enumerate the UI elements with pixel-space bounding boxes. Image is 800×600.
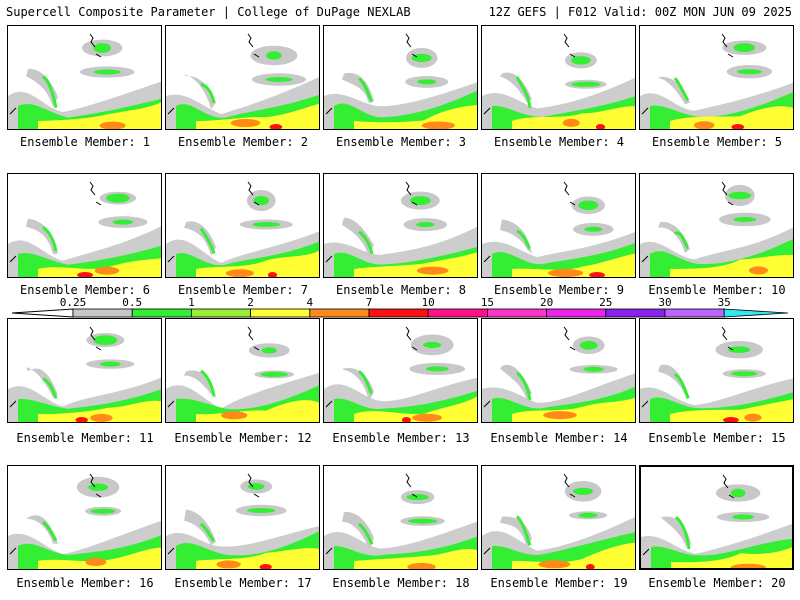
scp-field-map: [8, 181, 161, 277]
ensemble-member-label-15: Ensemble Member: 15: [648, 431, 786, 445]
colorbar-swatch-9: [546, 308, 607, 318]
ensemble-member-label-14: Ensemble Member: 14: [490, 431, 628, 445]
ensemble-member-panel-14[interactable]: [481, 318, 636, 423]
colorbar-swatch-12: [723, 308, 789, 318]
ensemble-member-panel-7[interactable]: [165, 173, 320, 278]
ensemble-member-label-13: Ensemble Member: 13: [332, 431, 470, 445]
ensemble-member-label-2: Ensemble Member: 2: [177, 135, 309, 149]
scp-field-map: [166, 326, 319, 422]
ensemble-member-label-1: Ensemble Member: 1: [19, 135, 151, 149]
colorbar-swatch-7: [427, 308, 488, 318]
ensemble-member-panel-5[interactable]: [639, 25, 794, 130]
map-title: Supercell Composite Parameter | College …: [6, 5, 411, 19]
ensemble-member-panel-20[interactable]: [639, 465, 794, 570]
scp-field-map: [640, 33, 793, 129]
ensemble-member-panel-1[interactable]: [7, 25, 162, 130]
ensemble-member-panel-18[interactable]: [323, 465, 478, 570]
ensemble-member-label-4: Ensemble Member: 4: [493, 135, 625, 149]
ensemble-member-panel-11[interactable]: [7, 318, 162, 423]
scp-field-map: [641, 474, 792, 568]
model-run-info: 12Z GEFS | F012 Valid: 00Z MON JUN 09 20…: [488, 5, 792, 19]
ensemble-member-panel-19[interactable]: [481, 465, 636, 570]
ensemble-member-panel-12[interactable]: [165, 318, 320, 423]
ensemble-member-panel-16[interactable]: [7, 465, 162, 570]
ensemble-member-panel-8[interactable]: [323, 173, 478, 278]
scp-field-map: [482, 181, 635, 277]
colorbar-tick-label: 35: [718, 296, 731, 309]
scp-field-map: [8, 473, 161, 569]
ensemble-member-label-5: Ensemble Member: 5: [651, 135, 783, 149]
scp-field-map: [482, 473, 635, 569]
scp-field-map: [166, 181, 319, 277]
ensemble-member-label-10: Ensemble Member: 10: [648, 283, 786, 297]
colorbar-swatch-8: [486, 308, 547, 318]
colorbar-tick-label: 0.25: [60, 296, 87, 309]
ensemble-member-label-8: Ensemble Member: 8: [335, 283, 467, 297]
scp-field-map: [8, 33, 161, 129]
colorbar-swatch-10: [605, 308, 666, 318]
ensemble-member-label-17: Ensemble Member: 17: [174, 576, 312, 590]
colorbar-tick-label: 0.5: [122, 296, 142, 309]
ensemble-member-label-19: Ensemble Member: 19: [490, 576, 628, 590]
scp-field-map: [324, 33, 477, 129]
ensemble-member-panel-17[interactable]: [165, 465, 320, 570]
ensemble-member-label-12: Ensemble Member: 12: [174, 431, 312, 445]
colorbar-tick-label: 20: [540, 296, 553, 309]
scp-field-map: [166, 33, 319, 129]
colorbar-tick-label: 25: [599, 296, 612, 309]
colorbar-tick-label: 10: [422, 296, 435, 309]
scp-field-map: [324, 181, 477, 277]
ensemble-member-panel-2[interactable]: [165, 25, 320, 130]
ensemble-member-panel-9[interactable]: [481, 173, 636, 278]
colorbar-swatch-6: [368, 308, 429, 318]
colorbar-swatch-5: [309, 308, 370, 318]
colorbar-tick-label: 1: [188, 296, 195, 309]
ensemble-member-panel-3[interactable]: [323, 25, 478, 130]
colorbar-low-arrow: [11, 308, 74, 318]
scp-field-map: [640, 181, 793, 277]
scp-field-map: [166, 473, 319, 569]
colorbar-tick-label: 7: [366, 296, 373, 309]
ensemble-member-label-9: Ensemble Member: 9: [493, 283, 625, 297]
colorbar-tick-label: 2: [247, 296, 254, 309]
scp-field-map: [482, 326, 635, 422]
ensemble-member-label-11: Ensemble Member: 11: [16, 431, 154, 445]
ensemble-member-label-18: Ensemble Member: 18: [332, 576, 470, 590]
ensemble-member-label-7: Ensemble Member: 7: [177, 283, 309, 297]
colorbar-tick-label: 4: [306, 296, 313, 309]
colorbar-swatch-1: [72, 308, 133, 318]
scp-field-map: [324, 326, 477, 422]
ensemble-member-panel-6[interactable]: [7, 173, 162, 278]
ensemble-member-label-20: Ensemble Member: 20: [648, 576, 786, 590]
ensemble-member-label-16: Ensemble Member: 16: [16, 576, 154, 590]
ensemble-member-label-6: Ensemble Member: 6: [19, 283, 151, 297]
scp-field-map: [640, 326, 793, 422]
colorbar-swatch-4: [250, 308, 311, 318]
ensemble-member-panel-4[interactable]: [481, 25, 636, 130]
scp-field-map: [482, 33, 635, 129]
colorbar-swatch-11: [664, 308, 725, 318]
ensemble-member-panel-10[interactable]: [639, 173, 794, 278]
color-scale-bar: 0.25 0.5 1 2 4 7 10 15 20 25 30 35: [11, 296, 789, 318]
scp-field-map: [8, 326, 161, 422]
ensemble-member-label-3: Ensemble Member: 3: [335, 135, 467, 149]
ensemble-member-panel-13[interactable]: [323, 318, 478, 423]
colorbar-tick-label: 15: [481, 296, 494, 309]
colorbar-tick-label: 30: [658, 296, 671, 309]
colorbar-swatch-3: [190, 308, 251, 318]
ensemble-member-panel-15[interactable]: [639, 318, 794, 423]
scp-field-map: [324, 473, 477, 569]
colorbar-swatch-2: [131, 308, 192, 318]
